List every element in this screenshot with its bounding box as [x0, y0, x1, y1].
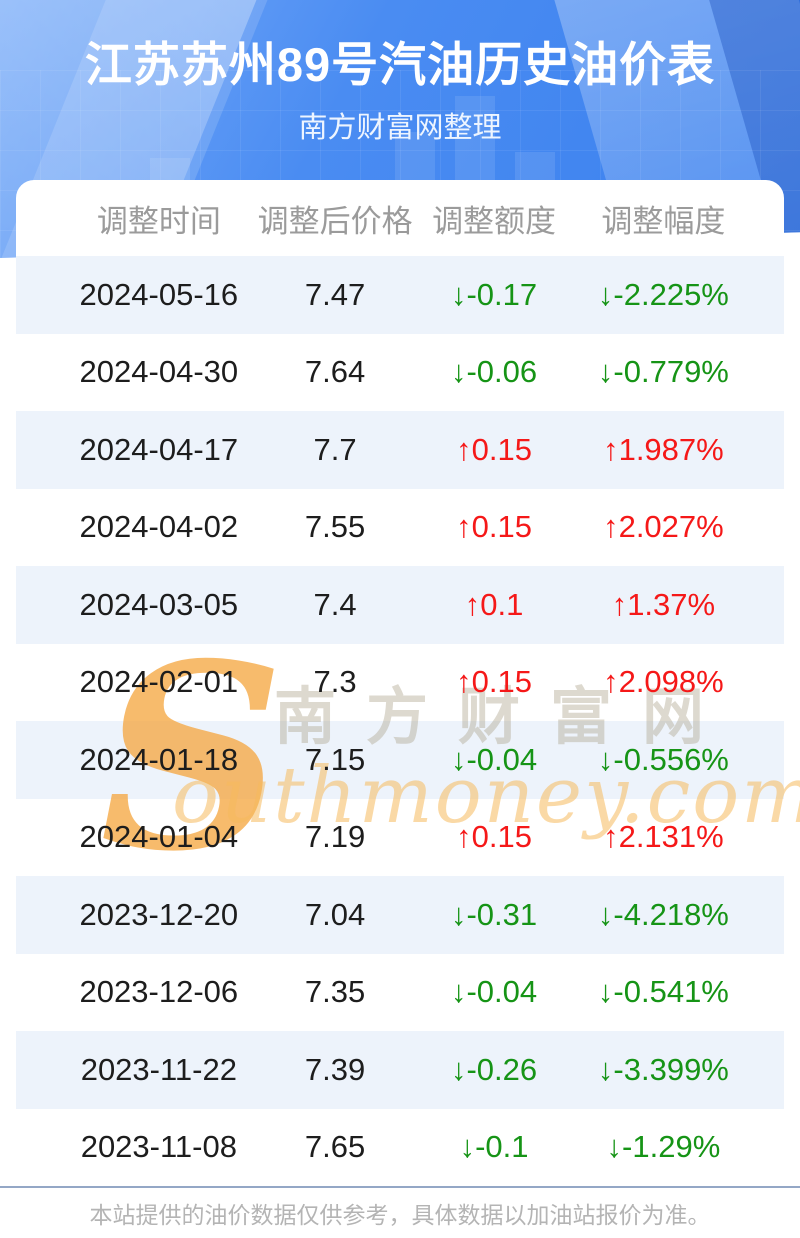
cell-date: 2024-02-01: [79, 664, 239, 700]
table-row: 2023-12-06 7.35 ↓-0.04 ↓-0.541%: [16, 954, 784, 1032]
cell-change: ↓-0.06: [450, 354, 538, 390]
cell-date: 2023-11-22: [80, 1051, 237, 1087]
cell-percent: ↑1.37%: [611, 586, 716, 622]
cell-date: 2024-05-16: [79, 276, 239, 312]
table-row: 2023-12-20 7.04 ↓-0.31 ↓-4.218%: [16, 876, 784, 954]
cell-change: ↑0.15: [456, 819, 532, 855]
cell-price: 7.65: [304, 1129, 366, 1165]
cell-date: 2023-12-20: [79, 896, 239, 932]
cell-price: 7.64: [304, 354, 366, 390]
page-subtitle: 南方财富网整理: [298, 112, 502, 144]
cell-date: 2024-04-17: [79, 431, 239, 467]
footer-note: 本站提供的油价数据仅供参考，具体数据以加油站报价为准。: [89, 1202, 711, 1228]
cell-price: 7.35: [304, 974, 366, 1010]
cell-price: 7.15: [304, 741, 366, 777]
cell-change: ↓-0.26: [450, 1051, 538, 1087]
cell-percent: ↑2.027%: [603, 509, 724, 545]
table-row: 2024-01-18 7.15 ↓-0.04 ↓-0.556%: [16, 721, 784, 799]
cell-percent: ↓-0.556%: [597, 741, 729, 777]
cell-percent: ↑2.131%: [603, 819, 724, 855]
cell-date: 2024-03-05: [79, 586, 239, 622]
cell-price: 7.7: [313, 431, 357, 467]
table-row: 2024-02-01 7.3 ↑0.15 ↑2.098%: [16, 644, 784, 722]
cell-percent: ↑2.098%: [603, 664, 724, 700]
cell-price: 7.55: [304, 509, 366, 545]
table-row: 2023-11-22 7.39 ↓-0.26 ↓-3.399%: [16, 1031, 784, 1109]
column-header-change: 调整额度: [432, 203, 557, 239]
cell-date: 2024-01-18: [79, 741, 239, 777]
cell-price: 7.4: [313, 586, 357, 622]
cell-price: 7.19: [304, 819, 366, 855]
cell-date: 2024-01-04: [79, 819, 239, 855]
cell-change: ↓-0.04: [450, 974, 538, 1010]
cell-date: 2023-11-08: [80, 1129, 237, 1165]
cell-change: ↓-0.17: [450, 276, 538, 312]
cell-price: 7.47: [304, 276, 366, 312]
cell-price: 7.04: [304, 896, 366, 932]
price-table-card: 调整时间 调整后价格 调整额度 调整幅度 2024-05-16 7.47 ↓-0…: [16, 180, 800, 1187]
table-row: 2024-03-05 7.4 ↑0.1 ↑1.37%: [16, 566, 784, 644]
column-header-price: 调整后价格: [257, 203, 413, 239]
cell-change: ↑0.15: [456, 664, 532, 700]
cell-percent: ↓-2.225%: [597, 276, 729, 312]
cell-percent: ↓-1.29%: [606, 1129, 721, 1165]
cell-change: ↑0.15: [456, 509, 532, 545]
cell-date: 2024-04-30: [79, 354, 239, 390]
cell-change: ↑0.1: [464, 586, 524, 622]
cell-percent: ↓-0.779%: [597, 354, 729, 390]
page-title: 江苏苏州89号汽油历史油价表: [84, 38, 716, 91]
cell-percent: ↓-4.218%: [597, 896, 729, 932]
cell-percent: ↓-0.541%: [597, 974, 729, 1010]
cell-change: ↓-0.04: [450, 741, 538, 777]
cell-percent: ↓-3.399%: [597, 1051, 729, 1087]
cell-change: ↓-0.31: [450, 896, 538, 932]
table-row: 2023-11-08 7.65 ↓-0.1 ↓-1.29%: [16, 1109, 784, 1187]
cell-date: 2024-04-02: [79, 509, 239, 545]
table-row: 2024-04-02 7.55 ↑0.15 ↑2.027%: [16, 489, 784, 567]
column-header-percent: 调整幅度: [601, 203, 726, 239]
cell-change: ↑0.15: [456, 431, 532, 467]
table-header-row: 调整时间 调整后价格 调整额度 调整幅度: [16, 180, 784, 256]
cell-percent: ↑1.987%: [603, 431, 724, 467]
footer: 本站提供的油价数据仅供参考，具体数据以加油站报价为准。: [0, 1186, 800, 1238]
cell-price: 7.39: [304, 1051, 366, 1087]
cell-change: ↓-0.1: [459, 1129, 529, 1165]
table-row: 2024-04-17 7.7 ↑0.15 ↑1.987%: [16, 411, 784, 489]
cell-price: 7.3: [313, 664, 357, 700]
table-row: 2024-04-30 7.64 ↓-0.06 ↓-0.779%: [16, 334, 784, 412]
column-header-date: 调整时间: [96, 203, 221, 239]
table-row: 2024-01-04 7.19 ↑0.15 ↑2.131%: [16, 799, 784, 877]
cell-date: 2023-12-06: [79, 974, 239, 1010]
table-row: 2024-05-16 7.47 ↓-0.17 ↓-2.225%: [16, 256, 784, 334]
